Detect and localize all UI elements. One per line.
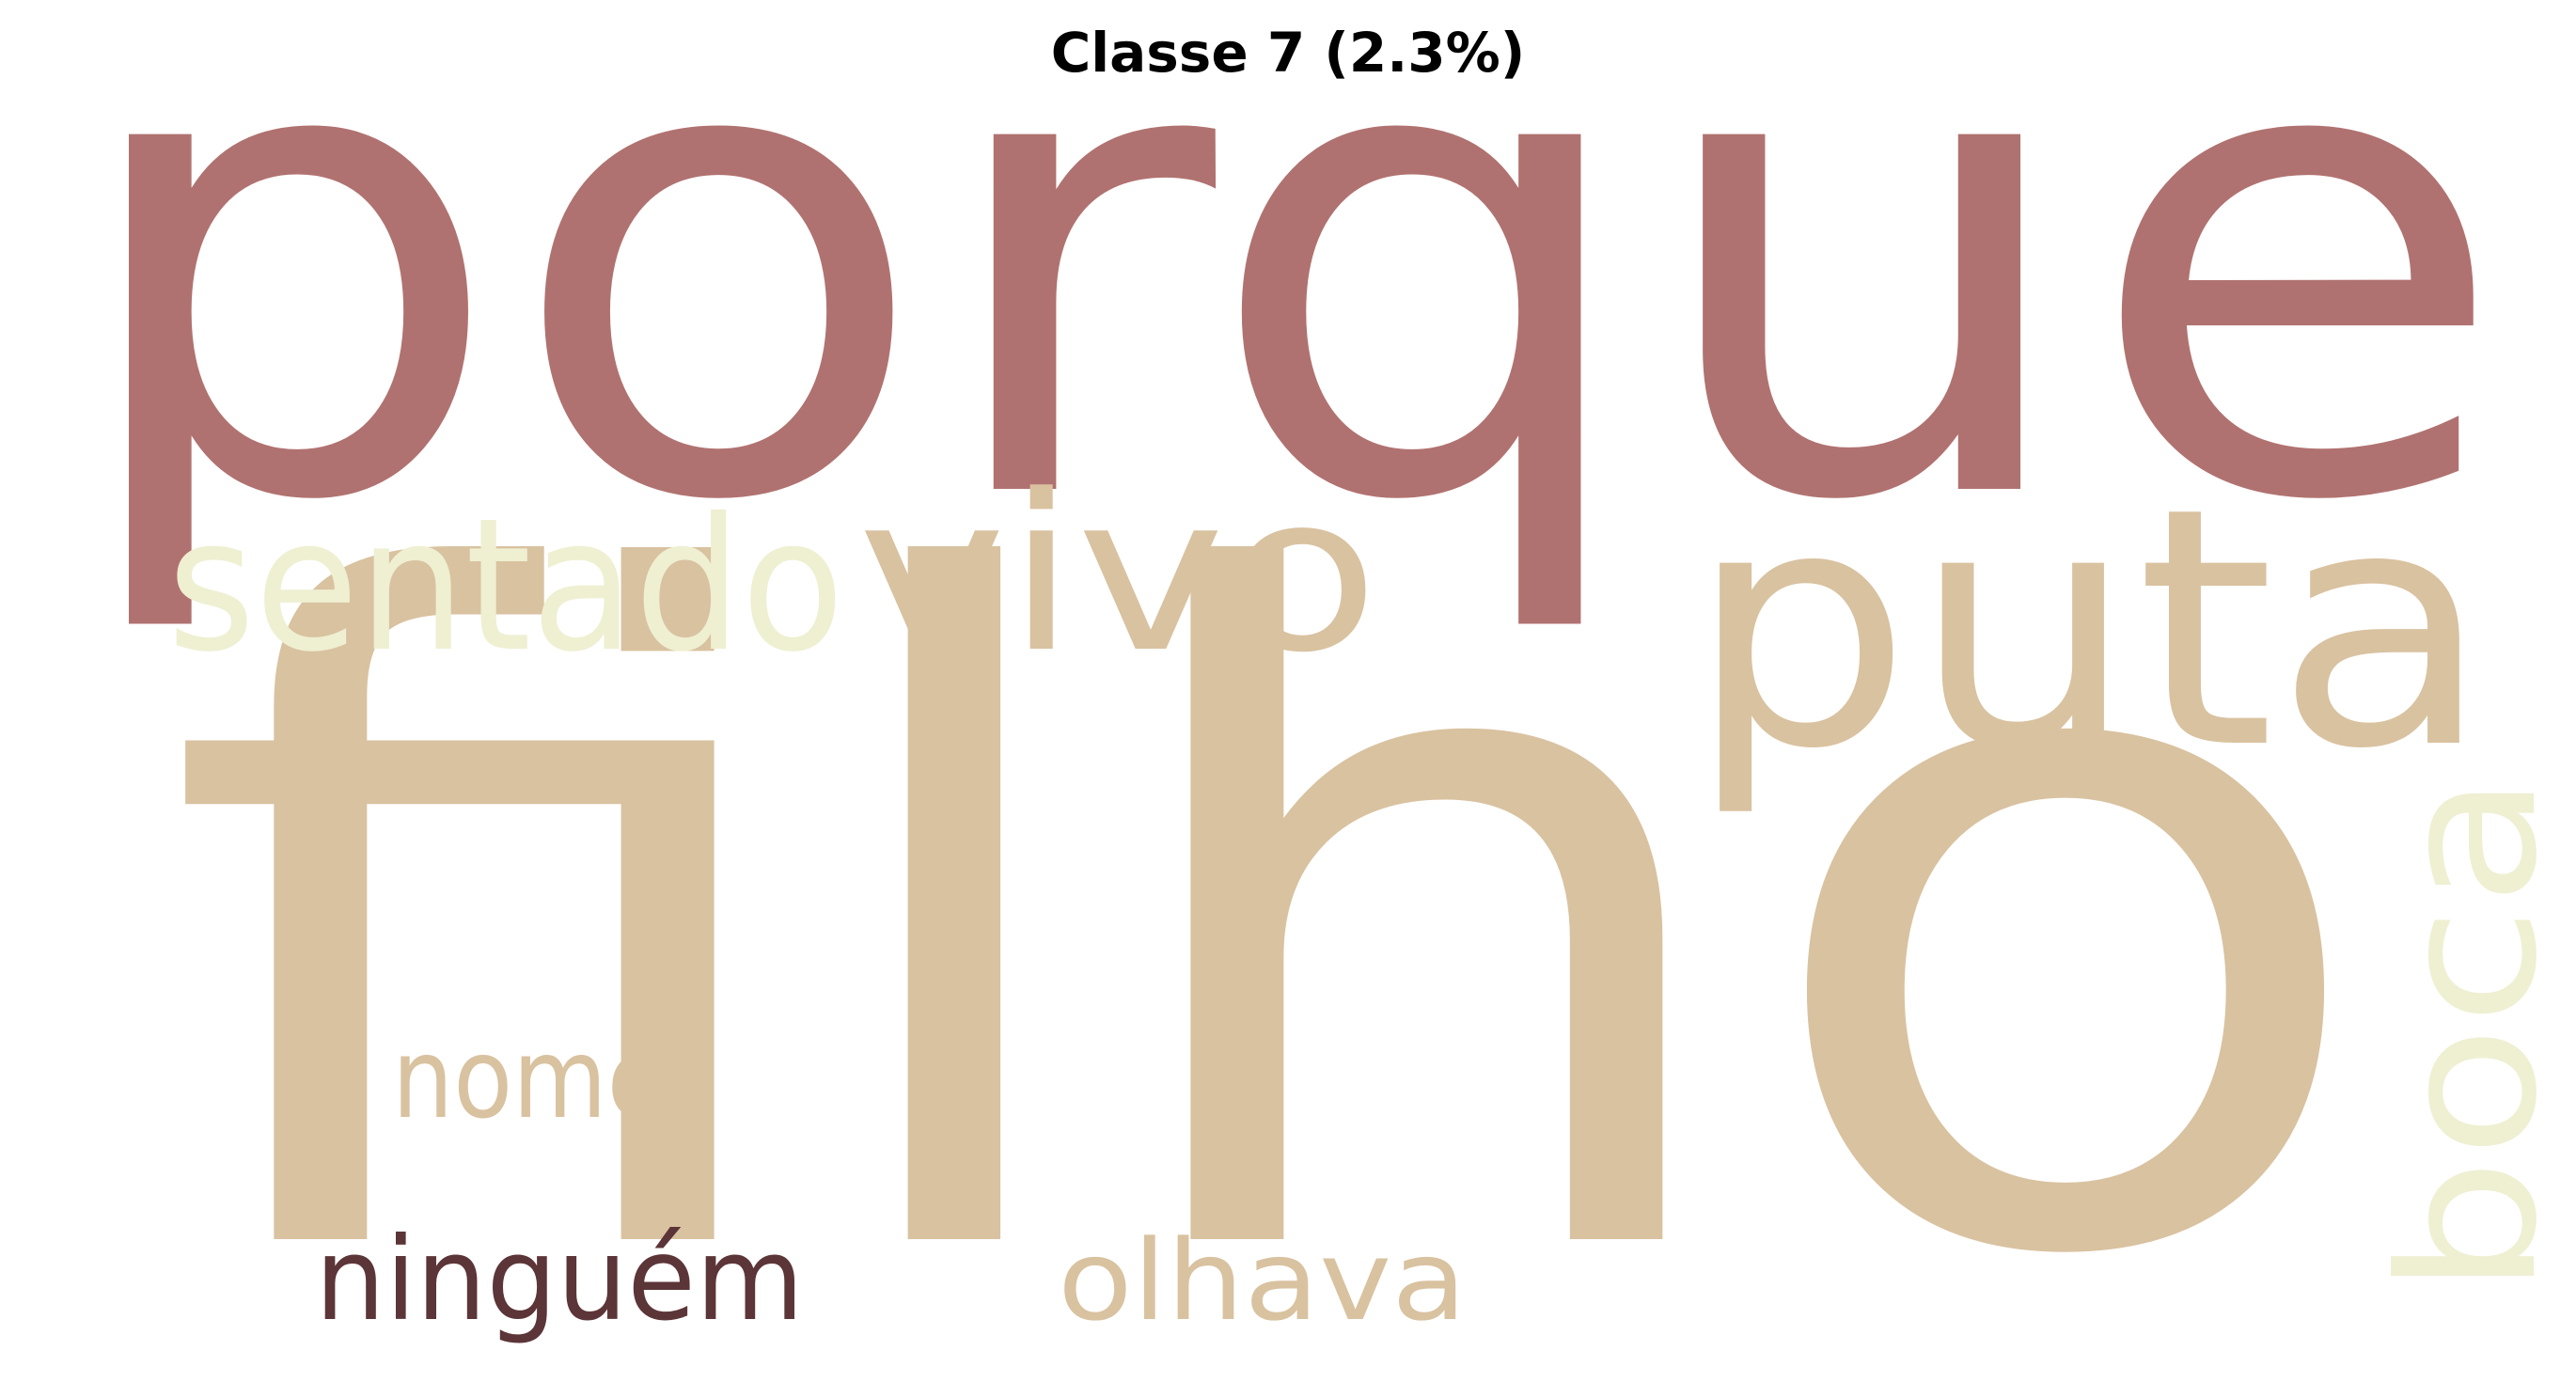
word-nome: nome [392, 1013, 667, 1143]
word-boca: boca [2360, 774, 2576, 1296]
word-filho: filho [162, 393, 2380, 1382]
word-sentado: sentado [167, 479, 844, 692]
word-puta: puta [1688, 437, 2491, 821]
word-vivo: vivo [857, 449, 1379, 700]
word-porque: porque [66, 0, 2510, 642]
word-olhava: olhava [1058, 1216, 1467, 1345]
figure-title: Classe 7 (2.3%) [1050, 21, 1526, 85]
word-ninguem: ninguém [315, 1213, 804, 1346]
